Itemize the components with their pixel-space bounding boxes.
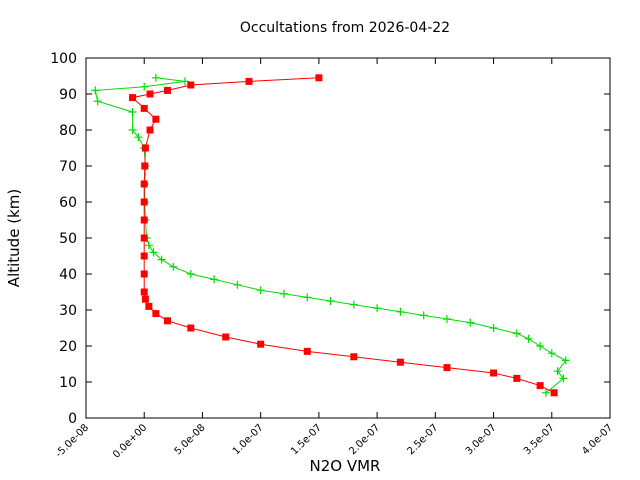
data-point-plus xyxy=(512,329,521,338)
data-point-square xyxy=(140,270,148,278)
data-point-plus xyxy=(396,307,405,316)
data-point-plus xyxy=(349,300,358,309)
data-point-plus xyxy=(169,262,178,271)
data-point-plus xyxy=(180,77,189,86)
data-point-square xyxy=(140,288,148,296)
y-tick-label: 90 xyxy=(59,87,77,103)
data-point-plus xyxy=(489,324,498,332)
y-tick-label: 100 xyxy=(50,51,77,67)
data-point-square xyxy=(490,369,498,377)
series-plus xyxy=(91,73,570,397)
x-tick-label: 3.0e-07 xyxy=(464,422,499,457)
data-point-plus xyxy=(466,318,475,327)
data-point-square xyxy=(187,81,195,89)
plot-frame xyxy=(85,57,611,419)
x-tick-label: 2.5e-07 xyxy=(406,422,441,457)
x-tick-label: 0.0e+00 xyxy=(111,422,149,460)
chart-title: Occultations from 2026-04-22 xyxy=(240,20,450,36)
y-tick-label: 30 xyxy=(59,303,77,319)
x-tick-label: 5.0e-08 xyxy=(173,422,208,457)
data-point-plus xyxy=(186,270,195,278)
x-tick-label: 1.5e-07 xyxy=(289,422,324,457)
data-point-square xyxy=(257,340,265,348)
x-tick-label: 3.5e-07 xyxy=(522,422,557,457)
data-point-square xyxy=(146,126,154,134)
data-point-plus xyxy=(419,311,428,320)
series-line xyxy=(94,77,567,394)
data-point-square xyxy=(140,234,148,242)
data-point-square xyxy=(152,115,160,123)
x-axis-label: N2O VMR xyxy=(310,457,381,475)
y-tick-label: 80 xyxy=(59,123,77,139)
data-point-square xyxy=(140,180,148,188)
data-point-plus xyxy=(128,126,137,134)
data-point-plus xyxy=(233,280,242,289)
data-point-plus xyxy=(303,293,312,302)
data-point-plus xyxy=(140,82,149,91)
data-point-square xyxy=(443,364,451,372)
data-point-square xyxy=(550,389,558,397)
data-point-square xyxy=(222,333,230,341)
data-point-square xyxy=(140,198,148,206)
data-point-plus xyxy=(256,286,265,295)
data-point-plus xyxy=(134,133,143,142)
data-point-square xyxy=(140,104,148,112)
y-axis-label: Altitude (km) xyxy=(5,189,23,287)
data-point-plus xyxy=(524,334,533,343)
series-layer xyxy=(91,73,570,397)
data-point-square xyxy=(140,252,148,260)
data-point-plus xyxy=(279,289,288,298)
data-point-square xyxy=(315,74,323,82)
data-point-plus xyxy=(210,275,219,284)
data-point-plus xyxy=(559,374,568,383)
data-point-square xyxy=(152,310,160,318)
data-point-plus xyxy=(128,108,137,116)
data-point-plus xyxy=(93,97,102,106)
data-point-plus xyxy=(442,315,451,323)
data-point-square xyxy=(129,94,137,102)
series-square xyxy=(129,74,558,397)
data-point-square xyxy=(141,162,149,170)
data-point-plus xyxy=(151,73,160,82)
data-point-square xyxy=(146,90,154,98)
data-point-plus xyxy=(541,388,550,397)
data-point-plus xyxy=(91,86,100,95)
data-point-square xyxy=(164,317,172,325)
data-point-square xyxy=(350,353,358,361)
data-point-square xyxy=(145,302,153,310)
data-point-square xyxy=(187,324,195,332)
data-point-plus xyxy=(326,297,335,305)
data-point-plus xyxy=(553,367,562,376)
y-tick-label: 40 xyxy=(59,267,77,283)
data-point-plus xyxy=(157,255,166,264)
data-point-plus xyxy=(561,356,570,365)
y-tick-label: 60 xyxy=(59,195,77,211)
x-tick-label: 2.0e-07 xyxy=(347,422,382,457)
data-point-square xyxy=(164,86,172,94)
data-point-square xyxy=(141,144,149,152)
data-point-square xyxy=(513,374,521,382)
data-point-square xyxy=(141,295,149,303)
x-tick-label: 4.0e-07 xyxy=(580,422,615,457)
y-tick-label: 20 xyxy=(59,339,77,355)
data-point-square xyxy=(303,347,311,355)
data-point-plus xyxy=(149,248,158,257)
y-tick-label: 50 xyxy=(59,231,77,247)
data-point-plus xyxy=(547,349,556,358)
data-point-square xyxy=(536,382,544,390)
y-tick-label: 70 xyxy=(59,159,77,175)
data-point-plus xyxy=(144,241,153,250)
series-line xyxy=(131,77,555,394)
data-point-square xyxy=(140,216,148,224)
x-tick-label: 1.0e-07 xyxy=(231,422,266,457)
data-point-square xyxy=(396,358,404,366)
y-tick-label: 10 xyxy=(59,375,77,391)
x-tick-label: -5.0e-08 xyxy=(54,422,91,459)
data-point-plus xyxy=(373,304,382,313)
data-point-plus xyxy=(536,342,545,350)
y-tick-label: 0 xyxy=(68,411,77,427)
data-point-square xyxy=(245,77,253,85)
